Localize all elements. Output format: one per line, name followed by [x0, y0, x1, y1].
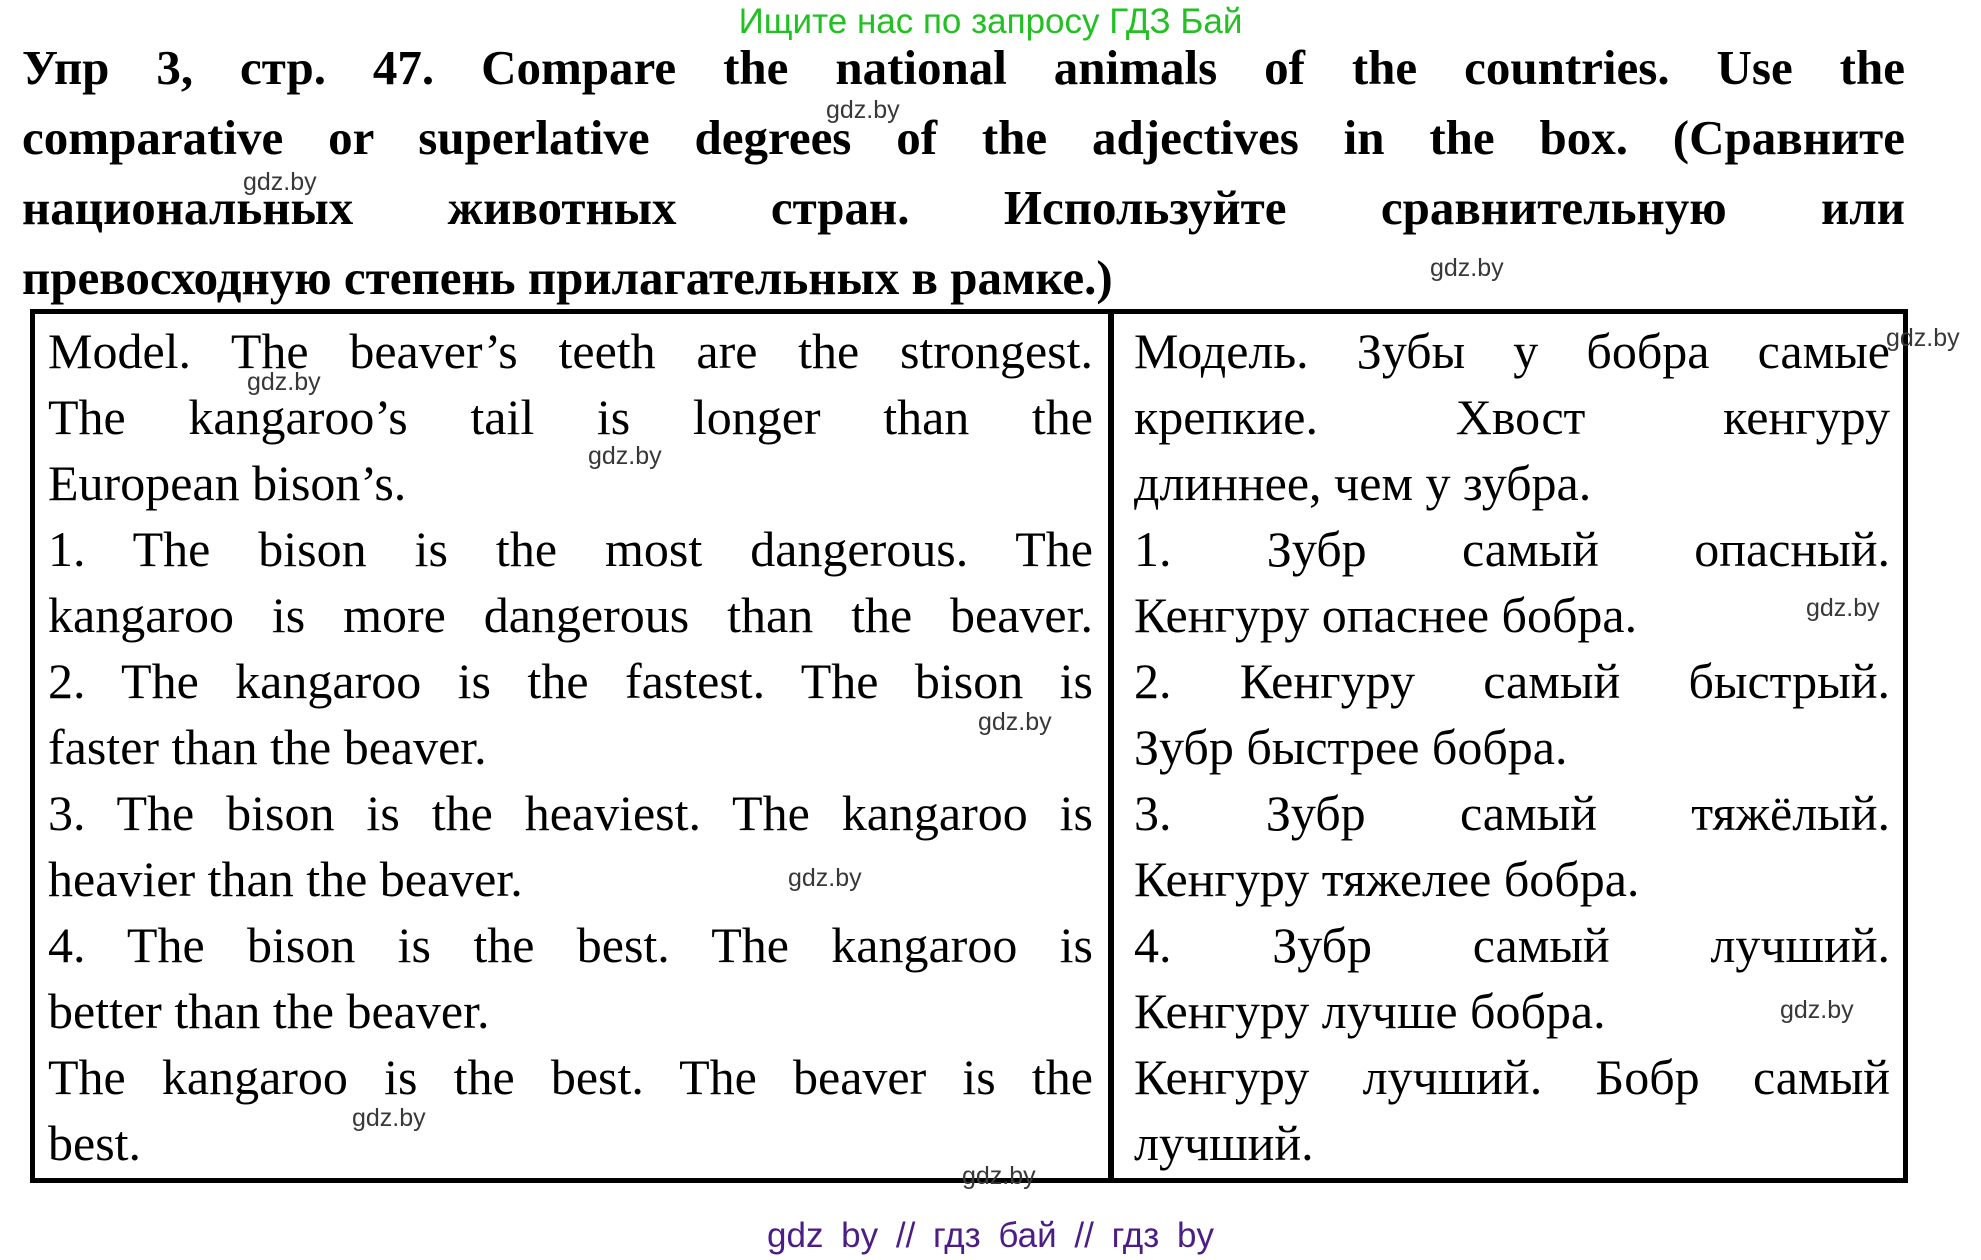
english-line: Model. The beaver’s teeth are the strong…	[48, 323, 1093, 379]
russian-column: Модель. Зубы у бобра самые крепкие. Хвос…	[1114, 314, 1903, 1178]
russian-line: Модель. Зубы у бобра самые	[1134, 323, 1890, 379]
russian-line: Кенгуру тяжелее бобра.	[1134, 851, 1640, 907]
gdz-watermark: gdz.by	[788, 864, 862, 892]
heading-line: Упр 3, стр. 47. Compare the national ani…	[22, 40, 1905, 95]
gdz-watermark: gdz.by	[588, 442, 662, 470]
english-column: Model. The beaver’s teeth are the strong…	[35, 314, 1114, 1178]
english-line: The kangaroo’s tail is longer than the	[48, 389, 1093, 445]
gdz-watermark: gdz.by	[962, 1162, 1036, 1190]
english-line: heavier than the beaver.	[48, 851, 523, 907]
promo-banner: Ищите нас по запросу ГДЗ Бай	[738, 2, 1243, 41]
exercise-heading: Упр 3, стр. 47. Compare the national ani…	[22, 33, 1905, 313]
russian-line: Кенгуру лучший. Бобр самый	[1134, 1049, 1890, 1105]
english-line: 1. The bison is the most dangerous. The	[48, 521, 1093, 577]
english-line: 3. The bison is the heaviest. The kangar…	[48, 785, 1093, 841]
gdz-watermark: gdz.by	[826, 96, 900, 124]
english-line: The kangaroo is the best. The beaver is …	[48, 1049, 1093, 1105]
russian-line: Кенгуру опаснее бобра.	[1134, 587, 1638, 643]
gdz-watermark: gdz.by	[1430, 254, 1504, 282]
english-line: European bison’s.	[48, 455, 407, 511]
gdz-watermark: gdz.by	[1886, 324, 1960, 352]
heading-line: превосходную степень прилагательных в ра…	[22, 250, 1113, 305]
english-line: faster than the beaver.	[48, 719, 487, 775]
english-line: best.	[48, 1115, 142, 1171]
footer-links: gdz by // гдз бай // гдз by	[767, 1216, 1214, 1255]
russian-line: 4. Зубр самый лучший.	[1134, 917, 1890, 973]
gdz-watermark: gdz.by	[1806, 594, 1880, 622]
russian-line: 3. Зубр самый тяжёлый.	[1134, 785, 1890, 841]
gdz-watermark: gdz.by	[243, 168, 317, 196]
russian-line: Кенгуру лучше бобра.	[1134, 983, 1606, 1039]
english-line: 2. The kangaroo is the fastest. The biso…	[48, 653, 1093, 709]
english-line: kangaroo is more dangerous than the beav…	[48, 587, 1093, 643]
english-line: better than the beaver.	[48, 983, 490, 1039]
russian-line: 1. Зубр самый опасный.	[1134, 521, 1890, 577]
russian-line: длиннее, чем у зубра.	[1134, 455, 1592, 511]
gdz-watermark: gdz.by	[1780, 996, 1854, 1024]
answer-table: Model. The beaver’s teeth are the strong…	[30, 309, 1908, 1183]
russian-line: Зубр быстрее бобра.	[1134, 719, 1568, 775]
russian-line: крепкие. Хвост кенгуру	[1134, 389, 1890, 445]
gdz-watermark: gdz.by	[978, 708, 1052, 736]
heading-line: comparative or superlative degrees of th…	[22, 110, 1905, 165]
gdz-watermark: gdz.by	[352, 1104, 426, 1132]
english-line: 4. The bison is the best. The kangaroo i…	[48, 917, 1093, 973]
russian-line: лучший.	[1134, 1115, 1314, 1171]
gdz-watermark: gdz.by	[247, 368, 321, 396]
russian-line: 2. Кенгуру самый быстрый.	[1134, 653, 1890, 709]
heading-line: национальных животных стран. Используйте…	[22, 180, 1905, 235]
